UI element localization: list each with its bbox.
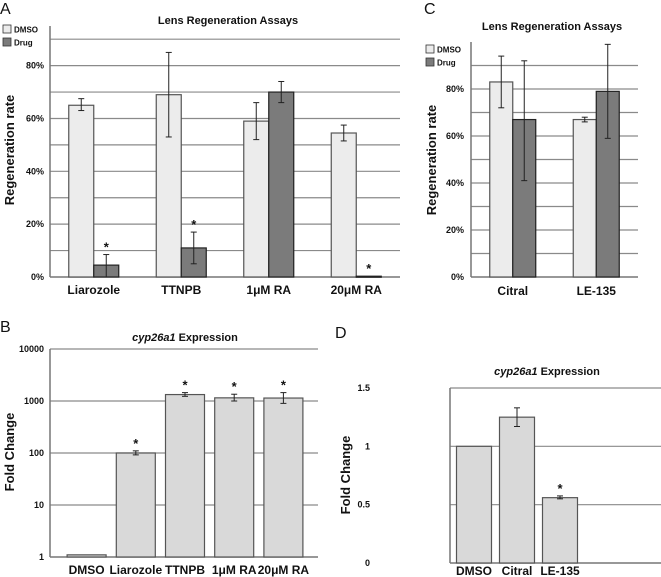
bar-dmso: [572, 118, 597, 278]
legend-swatch: [425, 57, 435, 67]
panel-label: C: [424, 1, 436, 18]
bar-fold-change: [455, 445, 493, 564]
x-tick-label: Citral: [497, 284, 528, 298]
y-tick-label: 0.5: [357, 500, 370, 510]
y-tick-label: 10: [34, 500, 44, 510]
significance-marker: *: [104, 240, 110, 255]
bar-fold-change: [115, 452, 156, 558]
y-tick-label: 40%: [446, 178, 464, 188]
x-tick-label: TTNPB: [161, 283, 201, 297]
significance-marker: *: [191, 217, 197, 232]
chart-title: Lens Regeneration Assays: [482, 21, 622, 33]
y-tick-label: 10000: [19, 344, 44, 354]
y-tick-label: 80%: [26, 61, 44, 71]
chart-title: cyp26a1 Expression: [132, 332, 238, 344]
y-tick-label: 100: [29, 448, 44, 458]
x-tick-label: TTNPB: [165, 563, 205, 577]
x-tick-label: 20μM RA: [331, 283, 383, 297]
significance-marker: *: [366, 261, 372, 276]
x-tick-label: DMSO: [456, 564, 492, 577]
x-tick-label: 20μM RA: [258, 563, 310, 577]
y-tick-label: 0%: [451, 272, 464, 282]
bar-dmso: [243, 120, 270, 278]
bar-fold-change: [541, 497, 579, 564]
y-axis-label: Fold Change: [338, 436, 353, 515]
significance-marker: *: [232, 379, 238, 394]
panel-label: A: [0, 1, 11, 18]
y-tick-label: 1000: [24, 396, 44, 406]
y-tick-label: 60%: [446, 131, 464, 141]
chart-title: cyp26a1 Expression: [494, 366, 600, 378]
x-tick-label: 1μM RA: [212, 563, 257, 577]
title-gene: cyp26a1: [132, 332, 175, 344]
y-tick-label: 60%: [26, 113, 44, 123]
x-tick-label: Citral: [502, 564, 533, 577]
bar-fold-change: [263, 397, 304, 558]
bar-drug: [268, 91, 295, 278]
bar-fold-change: [498, 416, 536, 564]
y-tick-label: 40%: [26, 166, 44, 176]
chart-title: Lens Regeneration Assays: [158, 15, 298, 27]
significance-marker: *: [182, 378, 188, 393]
bar-fold-change: [164, 393, 206, 558]
significance-marker: *: [281, 378, 287, 393]
title-gene: cyp26a1: [494, 366, 537, 378]
bar-dmso: [330, 132, 357, 278]
bar-drug: [355, 275, 382, 278]
y-tick-label: 1: [39, 552, 44, 562]
x-tick-label: 1μM RA: [246, 283, 291, 297]
x-tick-label: LE-135: [540, 564, 580, 577]
bar-fold-change: [214, 397, 255, 558]
panel-A: A Lens Regeneration Assays Regeneration ra…: [0, 1, 400, 297]
x-tick-label: Liarozole: [67, 283, 120, 297]
bar-dmso: [489, 81, 514, 278]
panel-label: D: [335, 325, 347, 342]
legend-label: DMSO: [437, 46, 461, 55]
y-tick-label: 1: [365, 441, 370, 451]
y-tick-label: 20%: [446, 225, 464, 235]
x-tick-label: LE-135: [577, 284, 617, 298]
legend-swatch: [2, 24, 12, 34]
y-axis-label: Regeneration rate: [2, 95, 17, 206]
significance-marker: *: [557, 481, 563, 496]
x-tick-label: Liarozole: [109, 563, 162, 577]
bar-fold-change: [66, 554, 107, 558]
panel-label: B: [0, 319, 11, 336]
legend-swatch: [425, 44, 435, 54]
title-text: Expression: [541, 366, 601, 378]
y-tick-label: 80%: [446, 84, 464, 94]
y-tick-label: 1.5: [357, 383, 370, 393]
title-text: Expression: [179, 332, 239, 344]
legend-label: Drug: [14, 39, 33, 48]
legend-label: DMSO: [14, 26, 38, 35]
y-tick-label: 0%: [31, 272, 44, 282]
legend-swatch: [2, 37, 12, 47]
legend-label: Drug: [437, 59, 456, 68]
bar-dmso: [68, 104, 95, 278]
x-tick-label: DMSO: [69, 563, 105, 577]
y-tick-label: 20%: [26, 219, 44, 229]
y-axis-label: Regeneration rate: [424, 105, 439, 216]
bar-dmso: [155, 94, 182, 278]
panel-C: C Lens Regeneration Assays Regeneration ra…: [424, 1, 638, 298]
significance-marker: *: [133, 436, 139, 451]
y-axis-label: Fold Change: [2, 413, 17, 492]
y-tick-label: 0: [365, 558, 370, 568]
